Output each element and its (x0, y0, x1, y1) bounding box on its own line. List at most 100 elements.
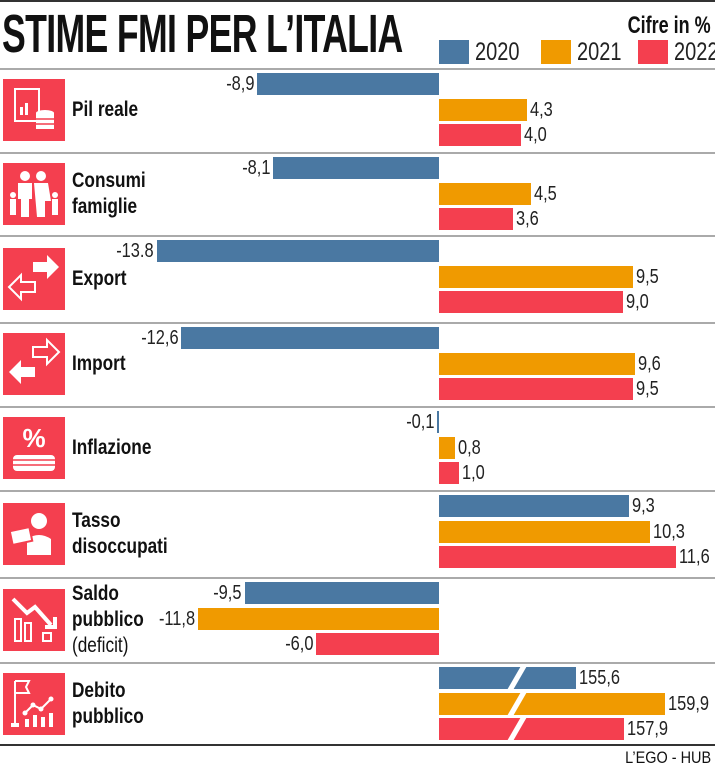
row-separator (0, 152, 715, 154)
bar-2021 (439, 520, 650, 543)
category-label: Export (72, 266, 127, 292)
bar-2020 (256, 73, 439, 95)
value-label: 4,3 (529, 98, 553, 121)
category-label: Debito pubblico (72, 678, 144, 730)
legend-label: 2020 (475, 37, 520, 66)
value-label: 1,0 (462, 462, 486, 484)
category-label: Pil reale (72, 97, 138, 123)
export-arrows-icon (3, 247, 65, 310)
value-label: 157,9 (626, 718, 668, 740)
value-label: 3,6 (515, 208, 539, 230)
declining-chart-icon (3, 588, 65, 651)
bar-2022 (439, 124, 521, 146)
bar-2021 (439, 352, 636, 375)
unit-note: Cifre in % (627, 12, 711, 39)
bar-2020 (156, 240, 439, 262)
bar-2020 (439, 495, 630, 517)
row-separator (0, 322, 715, 324)
value-label: -8,1 (242, 157, 271, 179)
category-label-line: pubblico (72, 704, 144, 728)
value-label: -0,1 (405, 411, 434, 433)
value-label: 155,6 (579, 667, 621, 689)
family-icon (3, 162, 65, 225)
bar-2021 (439, 182, 532, 205)
value-label: -6,0 (285, 633, 314, 655)
value-label: 4,5 (534, 182, 557, 205)
bar-2022 (439, 208, 513, 230)
legend-swatch (638, 40, 668, 64)
bar-2022 (439, 462, 460, 484)
bar-2022 (439, 546, 677, 568)
bar-2022 (439, 291, 624, 313)
credit: L’EGO - HUB (625, 748, 711, 767)
category-label-line: Export (72, 266, 127, 290)
bar-2021 (439, 98, 527, 121)
top-rule (0, 0, 715, 2)
category-label-line: Import (72, 352, 126, 375)
value-label: 10,3 (652, 520, 685, 543)
category-label-line: Consumi (72, 168, 146, 192)
value-label: 4,0 (523, 124, 547, 146)
row-separator (0, 406, 715, 408)
category-label-line: pubblico (72, 607, 144, 631)
value-label: 9,5 (636, 378, 660, 400)
unemployed-icon (3, 502, 65, 565)
category-label-line: Debito (72, 678, 126, 702)
legend-label: 2021 (577, 37, 622, 66)
bottom-rule (0, 744, 715, 746)
legend-item-2020: 2020 (439, 37, 531, 66)
percent-coins-icon: % (3, 417, 65, 479)
category-label: Inflazione (72, 435, 151, 461)
bar-2021 (439, 265, 634, 288)
legend-swatch (541, 40, 571, 64)
category-label-line: (deficit) (72, 633, 129, 657)
value-label: 0,8 (458, 436, 482, 459)
category-label-line: Pil reale (72, 98, 139, 121)
row-separator (0, 577, 715, 579)
category-label-line: Saldo (72, 581, 119, 605)
category-label: Tasso disoccupati (72, 508, 168, 560)
legend-item-2022: 2022 (638, 37, 715, 66)
bar-2021 (439, 436, 456, 459)
row-separator (0, 490, 715, 492)
svg-text:%: % (22, 423, 45, 453)
category-label-line: famiglie (72, 194, 138, 218)
debt-flag-chart-icon (3, 672, 65, 735)
gdp-coins-icon (3, 79, 65, 141)
value-label: 9,3 (632, 495, 655, 517)
import-arrows-icon (3, 333, 65, 395)
value-label: 9,5 (636, 265, 660, 288)
category-label-line: Inflazione (72, 436, 152, 459)
value-label: 9,0 (626, 291, 649, 313)
category-label: Saldo pubblico (deficit) (72, 581, 144, 659)
bar-2020 (181, 327, 439, 349)
value-label: -13.8 (116, 240, 154, 262)
chart-title: STIME FMI PER L’ITALIA (2, 4, 403, 64)
bar-2021 (197, 607, 439, 630)
category-label-line: Tasso (72, 508, 121, 532)
legend-swatch (439, 40, 469, 64)
value-label: -8,9 (225, 73, 254, 95)
value-label: 9,6 (638, 352, 662, 375)
bar-2020 (273, 157, 439, 179)
bar-2020 (439, 667, 577, 689)
row-separator (0, 662, 715, 664)
legend-item-2021: 2021 (541, 37, 633, 66)
value-label: 11,6 (679, 546, 710, 568)
value-label: 159,9 (667, 692, 709, 715)
bar-2022 (439, 718, 624, 740)
value-label: -9,5 (213, 582, 242, 604)
value-label: -11,8 (158, 607, 195, 630)
bar-2022 (439, 378, 634, 400)
value-label: -12,6 (140, 327, 179, 349)
legend-label: 2022 (674, 37, 715, 66)
bar-2022 (316, 633, 439, 655)
row-separator (0, 68, 715, 70)
category-label: Import (72, 351, 126, 377)
category-label-line: disoccupati (72, 534, 168, 558)
bar-2020 (244, 582, 439, 604)
row-separator (0, 235, 715, 237)
bar-2021 (439, 692, 665, 715)
category-label: Consumi famiglie (72, 168, 146, 220)
bar-2020 (436, 411, 439, 433)
